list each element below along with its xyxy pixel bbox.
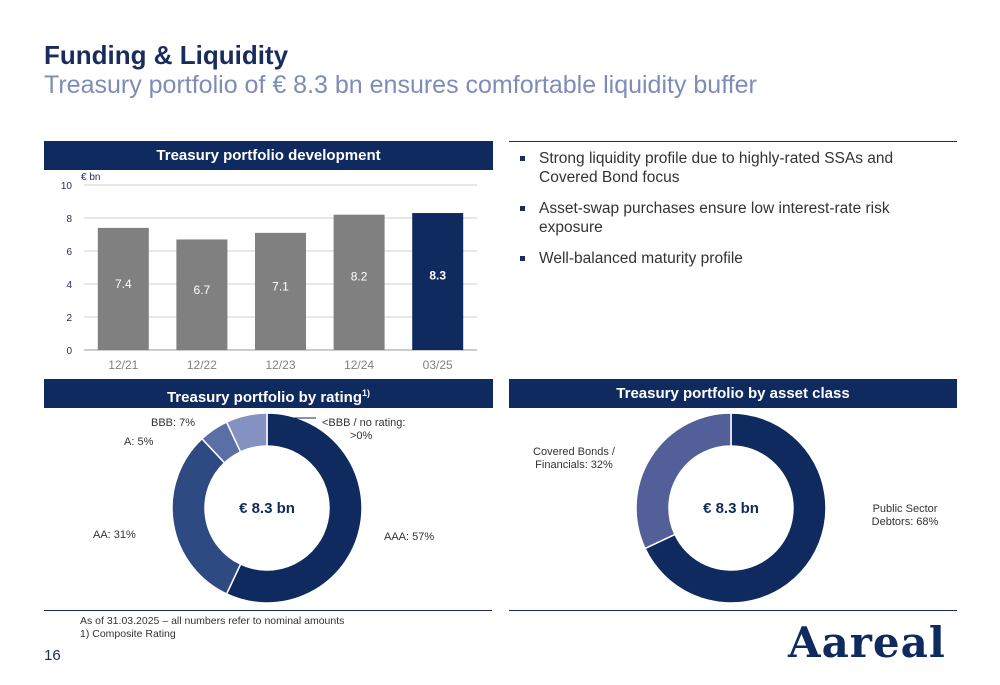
y-tick-label: 8 [66, 214, 72, 225]
rating-a-label: A: 5% [124, 436, 154, 448]
x-tick-label: 12/23 [265, 358, 295, 372]
donut-slice [225, 412, 268, 453]
page-number: 16 [44, 647, 61, 664]
covered-bonds-value: Financials: 32% [535, 459, 613, 471]
rating-bbb-label: BBB: 7% [151, 417, 195, 429]
donut-slice [171, 437, 242, 595]
development-bar-chart: 0 2 4 6 8 10 12/21 12/22 12/23 12/24 03/25 7.4 6.7 7… [61, 172, 477, 372]
y-tick-label: 2 [66, 313, 72, 324]
bar-value-label: 7.4 [115, 277, 132, 291]
y-tick-label: 10 [61, 181, 73, 192]
footnote: As of 31.03.2025 – all numbers refer to … [80, 615, 344, 641]
bar-value-label: 6.7 [194, 283, 211, 297]
x-tick-label: 03/25 [423, 358, 453, 372]
bar-value-label: 8.3 [429, 269, 446, 283]
footnote-line: As of 31.03.2025 – all numbers refer to … [80, 615, 345, 627]
key-points-list: Strong liquidity profile due to highly-r… [520, 149, 940, 280]
rating-center-label: € 8.3 bn [239, 500, 295, 517]
rating-below-bbb-value: >0% [350, 430, 373, 442]
y-tick-label: 4 [66, 280, 72, 291]
footnote-line: 1) Composite Rating [80, 628, 176, 640]
footer-divider-left [44, 610, 492, 611]
rating-donut-chart: € 8.3 bn BBB: 7% A: 5% AA: 31% AAA: 57% … [93, 412, 434, 604]
donut-slice [644, 412, 827, 604]
development-panel-header: Treasury portfolio development [44, 141, 493, 170]
rating-footnote-marker: 1) [362, 388, 371, 398]
covered-bonds-label: Covered Bonds / [533, 446, 616, 458]
rating-below-bbb-label: <BBB / no rating: [322, 417, 405, 429]
y-axis-unit-label: € bn [81, 172, 100, 183]
bar [176, 239, 228, 350]
x-tick-label: 12/24 [344, 358, 374, 372]
bullet-item: Strong liquidity profile due to highly-r… [520, 149, 940, 187]
bullet-item: Asset-swap purchases ensure low interest… [520, 199, 940, 237]
public-sector-value: Debtors: 68% [872, 516, 939, 528]
bar-value-label: 7.1 [272, 280, 289, 294]
bullet-item: Well-balanced maturity profile [520, 249, 940, 268]
page-subtitle: Treasury portfolio of € 8.3 bn ensures c… [44, 71, 757, 99]
y-tick-label: 6 [66, 247, 72, 258]
bar [97, 227, 149, 350]
asset-center-label: € 8.3 bn [703, 500, 759, 517]
donut-slice [225, 412, 363, 604]
y-tick-label: 0 [66, 346, 72, 357]
x-tick-label: 12/22 [187, 358, 217, 372]
company-logo: Aareal [788, 618, 946, 667]
asset-class-panel-header: Treasury portfolio by asset class [509, 379, 957, 408]
public-sector-label: Public Sector [873, 503, 938, 515]
page-title: Funding & Liquidity [44, 40, 289, 70]
rating-aa-label: AA: 31% [93, 529, 136, 541]
rating-header-text: Treasury portfolio by rating [166, 389, 362, 406]
asset-class-donut-chart: € 8.3 bn Covered Bonds / Financials: 32%… [533, 412, 939, 604]
rating-aaa-label: AAA: 57% [384, 531, 434, 543]
bar [255, 232, 306, 350]
donut-slice [635, 412, 732, 550]
bar [412, 213, 464, 350]
bar [333, 214, 385, 350]
x-tick-label: 12/21 [108, 358, 138, 372]
rating-panel-header: Treasury portfolio by rating1) [44, 379, 493, 408]
top-right-divider [509, 141, 957, 142]
bar-value-label: 8.2 [351, 270, 368, 284]
footer-divider-right [509, 610, 957, 611]
